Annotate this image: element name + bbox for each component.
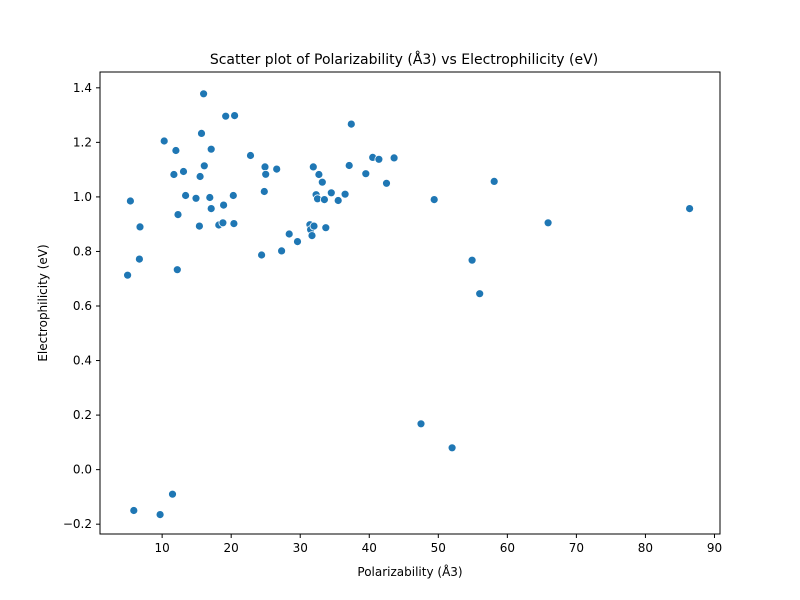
x-tick-label: 50	[431, 541, 446, 555]
data-point	[205, 193, 215, 202]
y-tick-label: 0.0	[73, 463, 92, 477]
data-point	[197, 128, 206, 138]
data-point	[194, 221, 204, 231]
data-point	[257, 250, 267, 260]
data-point	[293, 237, 302, 247]
x-axis-label: Polarizability (Å3)	[357, 564, 462, 579]
data-point	[416, 419, 426, 429]
data-point	[344, 161, 354, 170]
data-point	[129, 506, 139, 515]
data-point	[489, 176, 499, 186]
chart-title: Scatter plot of Polarizability (Å3) vs E…	[210, 51, 598, 68]
data-point	[317, 177, 327, 187]
y-tick-label: 1.2	[73, 135, 92, 149]
x-tick-label: 80	[638, 541, 653, 555]
data-point	[199, 161, 209, 171]
data-point	[171, 146, 181, 155]
x-tick-label: 90	[707, 541, 722, 555]
data-point	[319, 195, 329, 205]
data-point	[309, 221, 319, 231]
data-point	[155, 510, 165, 519]
data-point	[219, 200, 229, 210]
data-point	[159, 136, 169, 146]
points-layer	[123, 89, 694, 519]
x-tick-label: 40	[362, 541, 377, 555]
data-point	[685, 204, 694, 214]
y-tick-label: 0.2	[73, 408, 92, 422]
data-point	[284, 229, 294, 239]
data-point	[447, 443, 457, 453]
data-point	[125, 196, 135, 206]
data-point	[272, 164, 282, 174]
data-point	[314, 170, 324, 179]
data-point	[173, 210, 183, 220]
data-point	[195, 172, 205, 181]
data-point	[475, 289, 485, 299]
y-tick-label: 0.4	[73, 354, 92, 368]
data-point	[229, 219, 239, 229]
data-point	[134, 254, 144, 264]
data-point	[206, 204, 216, 214]
y-axis: −0.2 0.0 0.2 0.4 0.6 0.8 1.0 1.2 1.4	[63, 81, 100, 531]
data-point	[543, 218, 553, 228]
data-point	[218, 218, 228, 228]
x-tick-label: 60	[500, 541, 515, 555]
data-point	[169, 170, 179, 179]
y-tick-label: 1.4	[73, 81, 92, 95]
data-point	[259, 187, 269, 196]
data-point	[307, 231, 317, 241]
data-point	[361, 169, 371, 179]
data-point	[277, 246, 287, 256]
data-point	[191, 193, 201, 203]
data-point	[467, 255, 477, 265]
y-axis-label: Electrophilicity (eV)	[36, 244, 50, 361]
data-point	[206, 144, 216, 154]
data-point	[261, 169, 271, 179]
plot-frame	[99, 71, 721, 535]
x-tick-label: 10	[154, 541, 169, 555]
data-point	[389, 153, 399, 163]
x-tick-label: 20	[224, 541, 239, 555]
data-point	[308, 162, 318, 172]
data-point	[246, 151, 255, 160]
data-point	[321, 223, 331, 233]
data-point	[172, 265, 182, 275]
data-point	[181, 191, 191, 200]
data-point	[221, 111, 231, 121]
y-tick-label: 0.8	[73, 244, 92, 258]
data-point	[168, 489, 177, 499]
data-point	[230, 111, 240, 120]
data-point	[199, 89, 209, 99]
data-point	[429, 195, 439, 205]
data-point	[333, 196, 343, 205]
x-tick-label: 70	[569, 541, 584, 555]
data-point	[346, 119, 356, 129]
x-tick-label: 30	[293, 541, 308, 555]
y-tick-label: 1.0	[73, 190, 92, 204]
data-point	[260, 162, 270, 172]
data-point	[340, 189, 350, 199]
data-point	[123, 270, 132, 280]
y-tick-label: −0.2	[63, 517, 92, 531]
data-point	[179, 167, 188, 176]
y-tick-label: 0.6	[73, 299, 92, 313]
data-point	[374, 154, 384, 164]
x-axis: 10 20 30 40 50 60 70 80 90	[154, 534, 722, 555]
data-point	[135, 222, 145, 232]
data-point	[326, 188, 336, 198]
data-point	[228, 191, 238, 200]
data-point	[382, 178, 391, 188]
